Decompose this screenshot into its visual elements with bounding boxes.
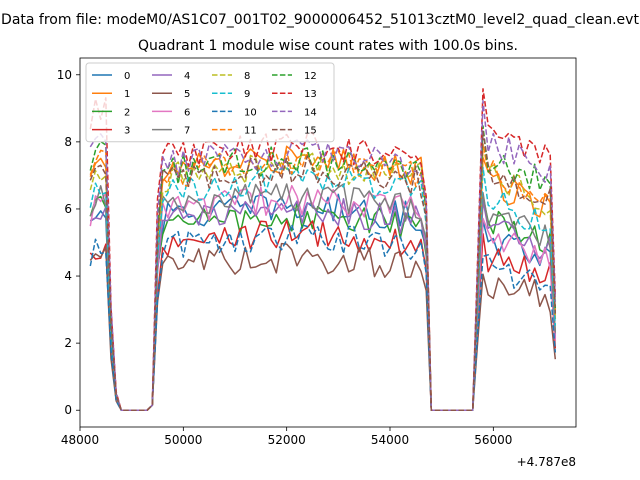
x-tick-label: 52000 [268,433,306,447]
plot-frame [79,57,577,428]
legend-label-9: 9 [244,89,250,100]
legend-label-7: 7 [184,126,190,137]
legend-label-5: 5 [184,89,190,100]
y-tick-label: 10 [57,68,72,82]
legend-label-10: 10 [244,107,257,118]
x-tick-label: 54000 [371,433,409,447]
figure-suptitle: Data from file: modeM0/AS1C07_001T02_900… [1,12,639,28]
x-tick-label: 48000 [61,433,99,447]
legend-label-2: 2 [124,107,130,118]
series-line-15 [89,130,557,411]
legend-label-12: 12 [304,71,317,82]
y-tick-label: 4 [64,269,72,283]
legend-box [85,62,335,143]
series-line-14 [89,100,557,411]
legend-label-14: 14 [304,107,317,118]
legend-label-0: 0 [124,71,130,82]
series-line-10 [89,223,557,411]
legend-label-1: 1 [124,89,130,100]
legend-label-3: 3 [124,126,130,137]
x-tick-label: 56000 [474,433,512,447]
y-tick-label: 8 [64,135,72,149]
legend-label-13: 13 [304,89,317,100]
legend-label-15: 15 [304,126,317,137]
y-tick-label: 6 [64,202,72,216]
x-axis: 48000 50000 52000 54000 56000 [61,427,512,447]
legend-label-6: 6 [184,107,190,118]
x-tick-label: 50000 [164,433,202,447]
y-axis: 0 2 4 6 8 10 [57,68,80,417]
legend-label-8: 8 [244,71,250,82]
legend-label-11: 11 [244,126,257,137]
y-tick-label: 2 [64,336,72,350]
x-offset-label: +4.787e8 [517,455,576,469]
legend-label-4: 4 [184,71,190,82]
y-tick-label: 0 [64,403,72,417]
series-layer [89,88,557,411]
chart-title: Quadrant 1 module wise count rates with … [138,38,518,54]
